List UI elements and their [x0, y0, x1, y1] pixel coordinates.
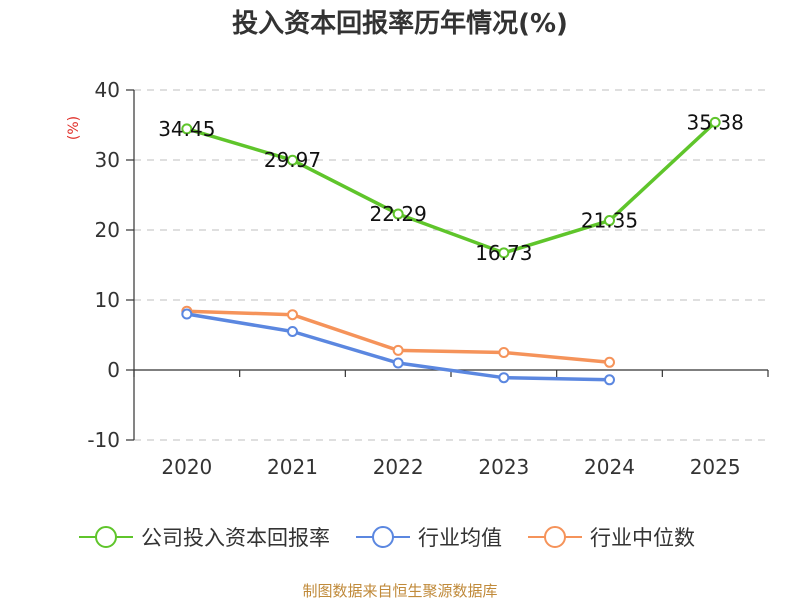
y-tick-label: 20: [95, 218, 120, 242]
data-label: 22.29: [370, 202, 427, 226]
data-point: [392, 344, 404, 356]
legend-label: 公司投入资本回报率: [141, 526, 330, 550]
x-tick-label: 2023: [478, 455, 529, 479]
x-tick-label: 2020: [161, 455, 212, 479]
axes: [126, 89, 769, 441]
legend-label: 行业均值: [418, 526, 502, 550]
data-point: [709, 116, 721, 128]
data-labels: 34.45 29.97 22.29 16.73 21.35 35.38: [158, 110, 744, 265]
y-tick-label: 0: [107, 358, 120, 382]
chart-title: 投入资本回报率历年情况(%): [232, 8, 568, 39]
data-point: [604, 356, 615, 368]
legend-marker-circle: [372, 526, 394, 548]
data-point: [604, 374, 615, 386]
data-label: 21.35: [581, 209, 638, 233]
legend-label: 行业中位数: [590, 526, 695, 550]
y-tick-labels: -10 0 10 20 30 40: [87, 78, 120, 452]
x-tick-labels: 2020 2021 2022 2023 2024 2025: [161, 455, 740, 479]
data-point: [604, 215, 615, 227]
x-tick-label: 2024: [584, 455, 635, 479]
data-label: 35.38: [687, 110, 744, 134]
y-tick-label: -10: [87, 428, 120, 452]
data-point: [392, 357, 404, 369]
series-line-0: [185, 120, 717, 255]
data-point: [287, 154, 298, 166]
y-axis-unit: (%): [66, 116, 82, 140]
data-point: [498, 372, 510, 384]
legend-marker-circle: [95, 526, 117, 548]
data-point: [392, 208, 404, 220]
data-point: [498, 347, 510, 358]
y-tick-label: 40: [95, 78, 120, 102]
legend: 公司投入资本回报率 行业均值 行业中位数: [79, 526, 695, 550]
data-point: [498, 247, 510, 259]
y-tick-label: 10: [95, 288, 120, 312]
data-label: 29.97: [264, 148, 321, 172]
series-lines: [181, 116, 721, 386]
data-point: [287, 309, 298, 321]
data-point: [181, 308, 193, 320]
x-tick-label: 2025: [690, 455, 741, 479]
data-point: [287, 326, 298, 337]
x-tick-label: 2022: [373, 455, 424, 479]
data-point: [181, 123, 193, 135]
data-label: 16.73: [475, 241, 532, 265]
legend-marker-circle: [544, 526, 566, 548]
data-label: 34.45: [158, 117, 215, 141]
y-tick-label: 30: [95, 148, 120, 172]
source-note: 制图数据来自恒生聚源数据库: [302, 582, 497, 600]
x-tick-label: 2021: [267, 455, 318, 479]
grid-lines: [134, 89, 768, 441]
